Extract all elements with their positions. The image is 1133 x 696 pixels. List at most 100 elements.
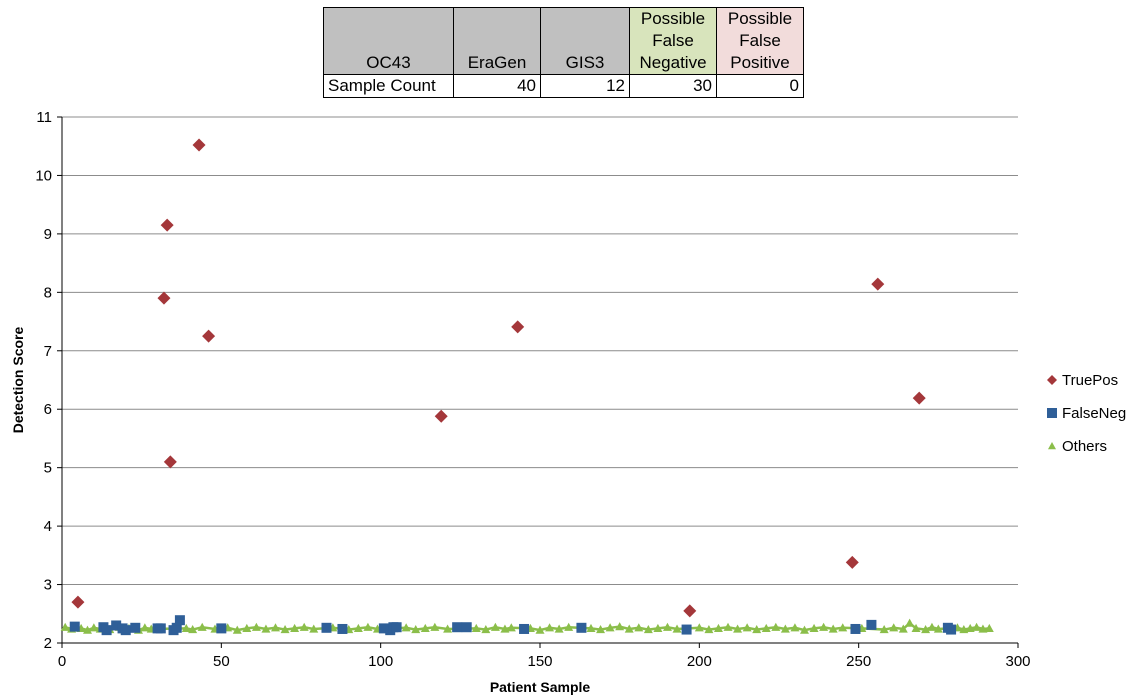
sample-count-row: Sample Count 40 12 30 0 — [323, 74, 804, 98]
y-tick-label: 2 — [44, 635, 52, 652]
y-tick-label: 8 — [44, 284, 52, 301]
truepos-point — [434, 409, 448, 423]
falseneg-point — [946, 624, 957, 635]
grid-lines — [62, 116, 1018, 586]
others-point — [965, 623, 975, 632]
others-point — [89, 623, 99, 632]
others-point — [761, 623, 771, 632]
truepos-point — [683, 604, 697, 618]
legend-label-others: Others — [1062, 438, 1107, 455]
truepos-point — [202, 329, 216, 343]
falseneg-point — [337, 623, 348, 634]
others-point — [978, 624, 988, 633]
truepos-point — [845, 555, 859, 569]
falseneg-point — [321, 622, 332, 633]
falseneg-point — [461, 622, 472, 633]
y-tick-label: 5 — [44, 460, 52, 477]
truepos-point — [160, 218, 174, 232]
others-point — [780, 624, 790, 633]
others-point — [411, 625, 421, 634]
others-point — [242, 623, 252, 632]
others-point — [653, 623, 663, 632]
others-point — [500, 624, 510, 633]
others-point — [972, 622, 982, 631]
others-point — [723, 622, 733, 631]
falseneg-point — [130, 622, 141, 633]
falseneg-point — [576, 622, 587, 633]
others-point — [911, 623, 921, 632]
others-point — [140, 623, 150, 632]
falseneg-point — [69, 621, 80, 632]
count-false-positive: 0 — [716, 74, 804, 98]
others-point — [809, 623, 819, 632]
others-point — [752, 625, 762, 634]
truepos-point — [871, 277, 885, 291]
others-point — [506, 623, 516, 632]
y-tick-label: 3 — [44, 577, 52, 594]
others-point — [535, 625, 545, 634]
legend-label-truepos: TruePos — [1062, 372, 1118, 389]
others-point — [545, 623, 555, 632]
others-point — [490, 622, 500, 631]
others-point — [984, 623, 994, 632]
others-point — [921, 625, 931, 634]
others-point — [309, 624, 319, 633]
others-point — [430, 622, 440, 631]
x-axis-title: Patient Sample — [490, 679, 591, 695]
falseneg-point — [378, 623, 389, 634]
others-point — [280, 625, 290, 634]
others-point — [838, 623, 848, 632]
others-point — [443, 624, 453, 633]
others-point — [889, 623, 899, 632]
falseneg-point — [391, 622, 402, 633]
truepos-point — [511, 320, 525, 334]
others-point — [401, 623, 411, 632]
falseneg-point — [866, 619, 877, 630]
x-tick-label: 0 — [58, 653, 66, 670]
legend-marker-others — [1048, 442, 1056, 450]
others-point — [799, 625, 809, 634]
others-point — [713, 623, 723, 632]
data-points — [60, 138, 994, 636]
y-tick-label: 4 — [44, 518, 52, 535]
others-point — [554, 624, 564, 633]
others-point — [290, 623, 300, 632]
truepos-point — [71, 595, 85, 609]
others-point — [672, 624, 682, 633]
others-point — [353, 623, 363, 632]
x-tick-label: 200 — [687, 653, 712, 670]
falseneg-point — [155, 623, 166, 634]
legend-marker-falseneg — [1047, 408, 1057, 418]
y-axis-title: Detection Score — [10, 326, 26, 433]
others-point — [624, 624, 634, 633]
truepos-point — [157, 291, 171, 305]
others-point — [905, 618, 915, 627]
summary-header-row: OC43 EraGen GIS3 Possible False Negative P… — [323, 7, 804, 75]
y-tick-label: 6 — [44, 401, 52, 418]
truepos-point — [163, 455, 177, 469]
others-point — [615, 622, 625, 631]
falseneg-point — [850, 623, 861, 634]
others-point — [181, 623, 191, 632]
truepos-point — [912, 391, 926, 405]
falseneg-point — [101, 625, 112, 636]
falseneg-point — [120, 625, 131, 636]
others-point — [60, 622, 70, 631]
falseneg-point — [174, 615, 185, 626]
others-point — [596, 625, 606, 634]
x-tick-label: 100 — [368, 653, 393, 670]
others-point — [232, 625, 242, 634]
count-gis3: 12 — [540, 74, 630, 98]
header-virus: OC43 — [323, 7, 454, 75]
others-point — [271, 623, 281, 632]
others-point — [420, 623, 430, 632]
x-tick-label: 250 — [846, 653, 871, 670]
others-point — [790, 623, 800, 632]
others-point — [643, 625, 653, 634]
header-possible-false-negative: Possible False Negative — [629, 7, 717, 75]
falseneg-point — [216, 623, 227, 634]
y-tick-label: 7 — [44, 343, 52, 360]
others-point — [481, 625, 491, 634]
falseneg-point — [171, 622, 182, 633]
